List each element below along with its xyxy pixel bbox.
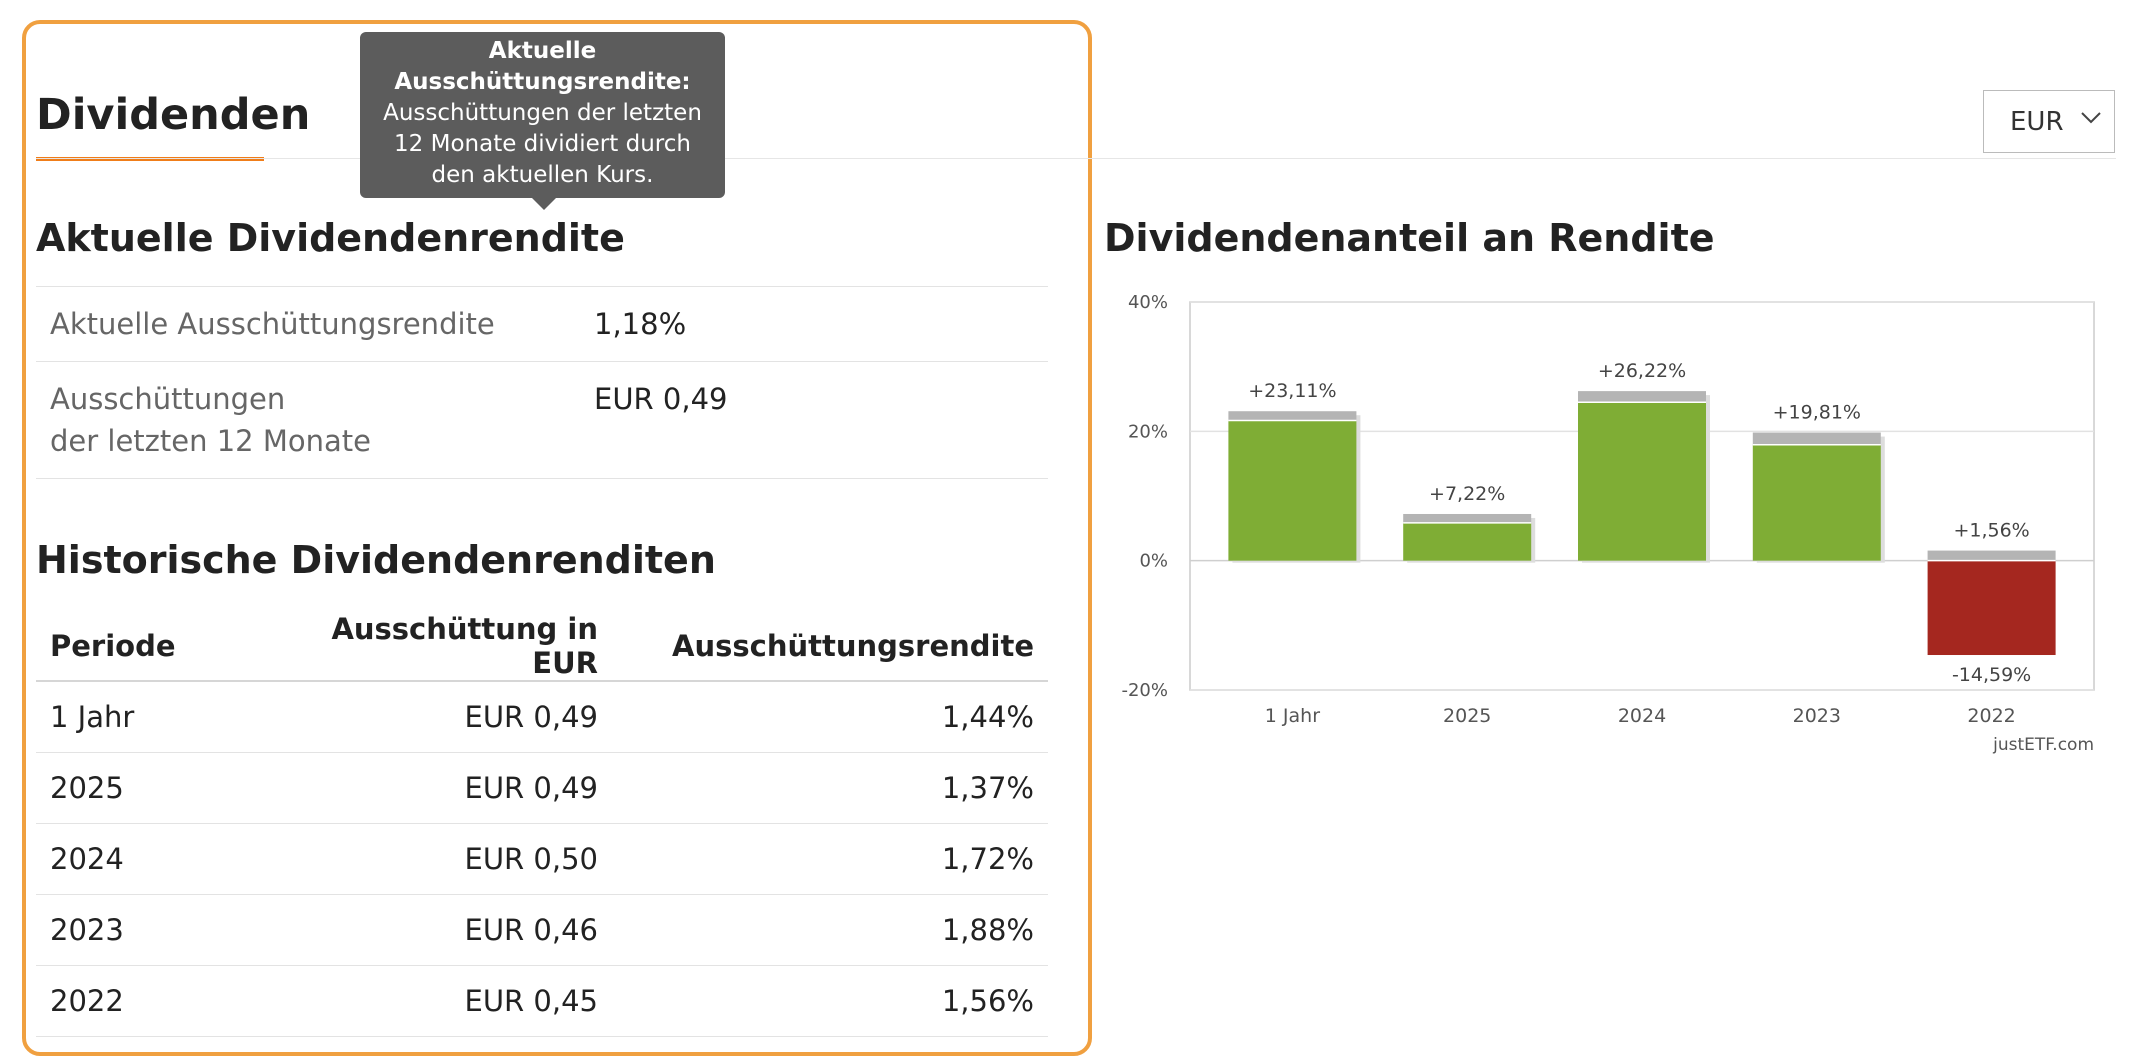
table-row: 2025 EUR 0,49 1,37% [36, 752, 1048, 824]
section-title: Dividenden [36, 90, 311, 140]
x-tick-label: 1 Jahr [1265, 705, 1320, 727]
payout-cell: EUR 0,49 [244, 752, 612, 824]
currency-value: EUR [2010, 106, 2064, 137]
payout-12m-label-line1: Ausschüttungen [50, 382, 286, 416]
dividend-bar [1752, 432, 1881, 445]
x-tick-label: 2024 [1618, 705, 1666, 727]
tooltip-title: Aktuelle Ausschüttungsrendite: [394, 38, 691, 95]
period-cell: 2022 [36, 965, 244, 1037]
table-row: 1 Jahr EUR 0,49 1,44% [36, 681, 1048, 753]
dividend-bar [1578, 391, 1706, 403]
payout-12m-row: Ausschüttungen der letzten 12 Monate EUR… [36, 361, 1048, 479]
current-yield-title: Aktuelle Dividendenrendite [36, 216, 625, 260]
yield-cell: 1,72% [612, 823, 1048, 895]
data-label: +19,81% [1773, 402, 1861, 424]
y-tick-label: 20% [1128, 421, 1168, 442]
dividend-return-chart: -20% 0% 20% 40% +23,11% 1 Jahr +7,22% 2025 +26,2… [1121, 292, 2095, 755]
y-tick-label: 0% [1139, 551, 1168, 572]
payout-cell: EUR 0,46 [244, 894, 612, 966]
table-row: 2022 EUR 0,45 1,56% [36, 965, 1048, 1037]
yield-cell: 1,37% [612, 752, 1048, 824]
data-label-negative: -14,59% [1952, 664, 2031, 686]
return-bar [1228, 420, 1357, 561]
chevron-down-icon [2081, 112, 2101, 124]
payout-12m-value: EUR 0,49 [594, 382, 728, 416]
data-label: +26,22% [1598, 360, 1686, 382]
chart-bars [1228, 391, 2056, 656]
data-label: +1,56% [1953, 520, 2029, 542]
data-label: +7,22% [1429, 483, 1505, 505]
tooltip-body: Ausschüttungen der letzten 12 Monate div… [383, 100, 702, 188]
chart-labels: -20% 0% 20% 40% +23,11% 1 Jahr +7,22% 2025 +26,2… [1121, 292, 2031, 727]
dividend-bar [1403, 513, 1532, 523]
y-tick-label: -20% [1121, 680, 1168, 701]
x-tick-label: 2025 [1443, 705, 1491, 727]
table-header-row: Periode Ausschüttung in EUR Ausschüttung… [36, 612, 1048, 682]
current-yield-value: 1,18% [594, 307, 687, 341]
tooltip-arrow [532, 198, 556, 210]
chart-credit: justETF.com [1992, 735, 2094, 755]
current-yield-table: Aktuelle Ausschüttungsrendite 1,18% Auss… [36, 286, 1048, 479]
period-cell: 2024 [36, 823, 244, 895]
period-cell: 1 Jahr [36, 681, 244, 753]
payout-cell: EUR 0,50 [244, 823, 612, 895]
period-cell: 2023 [36, 894, 244, 966]
table-row: 2023 EUR 0,46 1,88% [36, 894, 1048, 966]
column-header-yield: Ausschüttungsrendite [612, 612, 1048, 682]
dividend-bar [1228, 411, 1357, 421]
payout-cell: EUR 0,45 [244, 965, 612, 1037]
historical-yield-title: Historische Dividendenrenditen [36, 538, 716, 582]
historical-yield-table: Periode Ausschüttung in EUR Ausschüttung… [36, 612, 1048, 1037]
return-bar [1578, 402, 1706, 561]
table-row: 2024 EUR 0,50 1,72% [36, 823, 1048, 895]
y-tick-label: 40% [1128, 292, 1168, 313]
return-bar [1403, 522, 1532, 561]
payout-cell: EUR 0,49 [244, 681, 612, 753]
column-header-payout: Ausschüttung in EUR [244, 612, 612, 682]
currency-select[interactable]: EUR [1983, 90, 2115, 153]
payout-12m-label: Ausschüttungen der letzten 12 Monate [36, 362, 584, 478]
period-cell: 2025 [36, 752, 244, 824]
dividend-bar [1927, 550, 2056, 561]
column-header-period: Periode [36, 612, 244, 682]
highlight-frame [22, 20, 1092, 1056]
tooltip: Aktuelle Ausschüttungsrendite: Ausschütt… [360, 32, 725, 210]
chart-title: Dividendenanteil an Rendite [1104, 216, 1715, 260]
yield-cell: 1,56% [612, 965, 1048, 1037]
yield-cell: 1,88% [612, 894, 1048, 966]
data-label: +23,11% [1248, 380, 1336, 402]
yield-cell: 1,44% [612, 681, 1048, 753]
return-bar [1927, 560, 2056, 656]
x-tick-label: 2023 [1793, 705, 1841, 727]
payout-12m-label-line2: der letzten 12 Monate [50, 424, 371, 458]
current-yield-row: Aktuelle Ausschüttungsrendite 1,18% [36, 286, 1048, 361]
title-underline [36, 157, 264, 161]
return-bar [1752, 444, 1881, 561]
x-tick-label: 2022 [1967, 705, 2015, 727]
header-divider [36, 158, 2116, 159]
current-yield-label: Aktuelle Ausschüttungsrendite [50, 307, 495, 341]
